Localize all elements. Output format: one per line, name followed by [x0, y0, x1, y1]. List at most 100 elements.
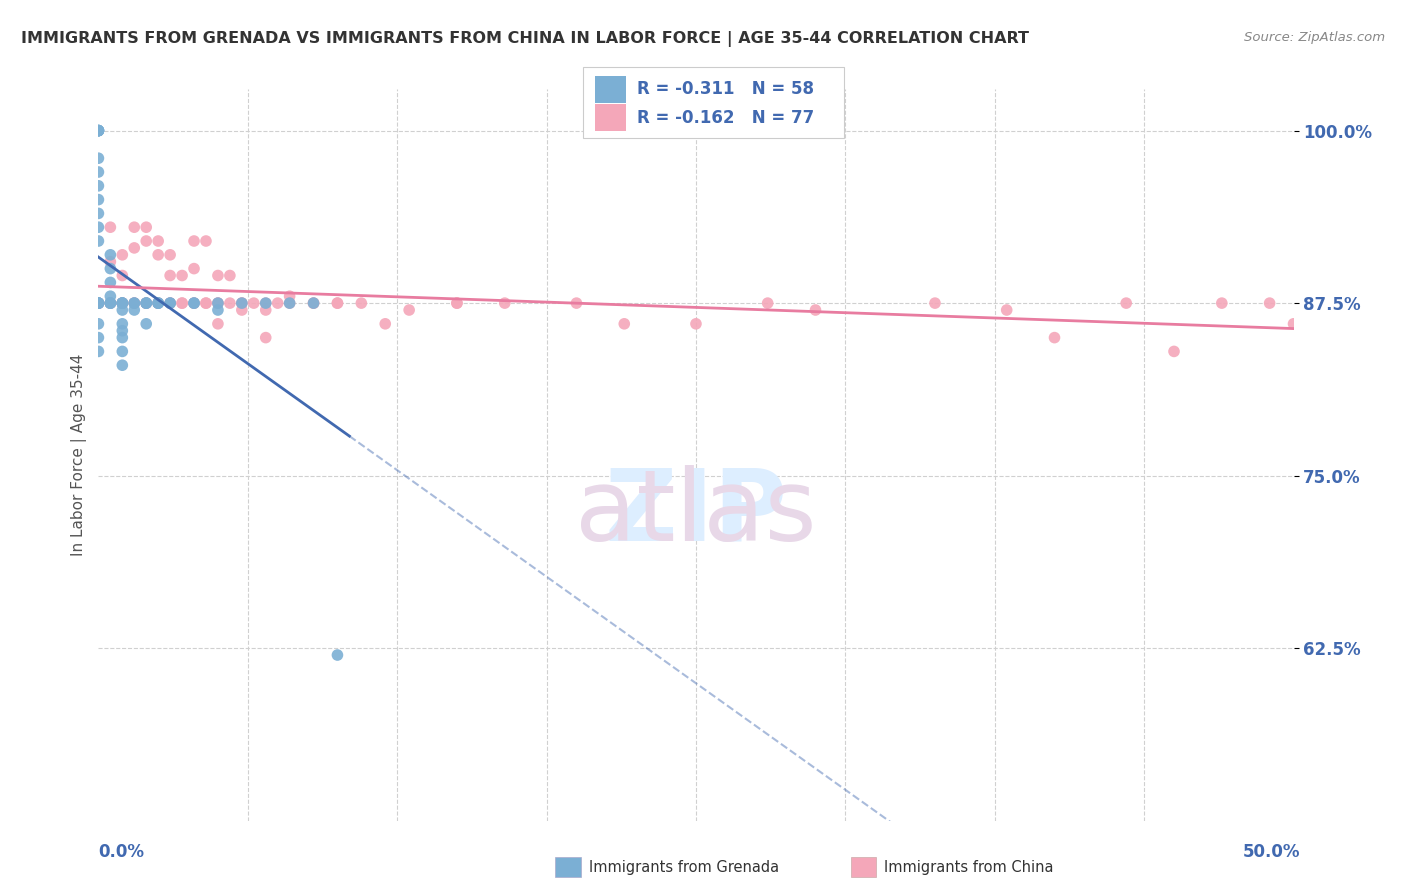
Point	[135, 296, 157, 310]
Point	[87, 151, 110, 165]
Point	[231, 296, 253, 310]
Point	[172, 296, 194, 310]
Point	[124, 296, 146, 310]
Point	[159, 248, 181, 262]
Point	[98, 296, 122, 310]
Point	[159, 296, 181, 310]
Text: ZIP: ZIP	[605, 465, 787, 562]
Text: atlas: atlas	[575, 465, 817, 562]
Point	[98, 289, 122, 303]
Point	[111, 296, 134, 310]
Point	[243, 296, 266, 310]
Point	[494, 296, 516, 310]
Point	[124, 303, 146, 318]
Point	[98, 296, 122, 310]
Point	[148, 296, 170, 310]
Point	[111, 296, 134, 310]
Point	[1282, 317, 1305, 331]
Point	[195, 296, 218, 310]
Point	[446, 296, 468, 310]
Point	[195, 234, 218, 248]
Point	[111, 303, 134, 318]
Point	[207, 296, 229, 310]
Point	[326, 648, 349, 662]
Point	[87, 123, 110, 137]
Point	[98, 261, 122, 276]
Point	[207, 296, 229, 310]
Point	[254, 303, 277, 318]
Point	[124, 296, 146, 310]
Point	[1211, 296, 1233, 310]
Point	[231, 303, 253, 318]
Point	[87, 296, 110, 310]
Point	[398, 303, 420, 318]
Point	[87, 123, 110, 137]
Point	[756, 296, 779, 310]
Point	[924, 296, 946, 310]
Y-axis label: In Labor Force | Age 35-44: In Labor Force | Age 35-44	[72, 354, 87, 556]
Point	[148, 296, 170, 310]
Point	[685, 317, 707, 331]
Point	[135, 296, 157, 310]
Point	[87, 317, 110, 331]
Point	[87, 234, 110, 248]
Point	[87, 344, 110, 359]
Point	[98, 248, 122, 262]
Point	[87, 296, 110, 310]
Point	[326, 296, 349, 310]
Point	[148, 296, 170, 310]
Point	[111, 324, 134, 338]
Point	[87, 123, 110, 137]
Point	[278, 296, 301, 310]
Point	[87, 206, 110, 220]
Point	[207, 303, 229, 318]
Point	[98, 296, 122, 310]
Text: 0.0%: 0.0%	[98, 843, 145, 861]
Point	[135, 234, 157, 248]
Point	[135, 296, 157, 310]
Point	[124, 241, 146, 255]
Point	[135, 296, 157, 310]
Point	[172, 296, 194, 310]
Point	[148, 248, 170, 262]
Text: Source: ZipAtlas.com: Source: ZipAtlas.com	[1244, 31, 1385, 45]
Point	[111, 358, 134, 372]
Point	[302, 296, 325, 310]
Point	[87, 296, 110, 310]
Point	[98, 296, 122, 310]
Point	[267, 296, 290, 310]
Text: Immigrants from Grenada: Immigrants from Grenada	[589, 860, 779, 874]
Point	[183, 296, 205, 310]
Point	[159, 268, 181, 283]
Point	[995, 303, 1018, 318]
Point	[183, 296, 205, 310]
Point	[254, 296, 277, 310]
Point	[87, 165, 110, 179]
Point	[1258, 296, 1281, 310]
Point	[207, 296, 229, 310]
Point	[219, 296, 242, 310]
Point	[87, 123, 110, 137]
Point	[278, 296, 301, 310]
Point	[278, 289, 301, 303]
Point	[87, 296, 110, 310]
Text: R = -0.311   N = 58: R = -0.311 N = 58	[637, 80, 814, 98]
Point	[1115, 296, 1137, 310]
Point	[98, 276, 122, 290]
Point	[87, 296, 110, 310]
Point	[87, 330, 110, 344]
Point	[159, 296, 181, 310]
Point	[148, 296, 170, 310]
Point	[195, 296, 218, 310]
Point	[87, 193, 110, 207]
Point	[111, 330, 134, 344]
Point	[183, 261, 205, 276]
Point	[804, 303, 827, 318]
Point	[135, 317, 157, 331]
Point	[148, 234, 170, 248]
Point	[326, 296, 349, 310]
Point	[98, 220, 122, 235]
Point	[1043, 330, 1066, 344]
Point	[111, 296, 134, 310]
Text: Immigrants from China: Immigrants from China	[884, 860, 1054, 874]
